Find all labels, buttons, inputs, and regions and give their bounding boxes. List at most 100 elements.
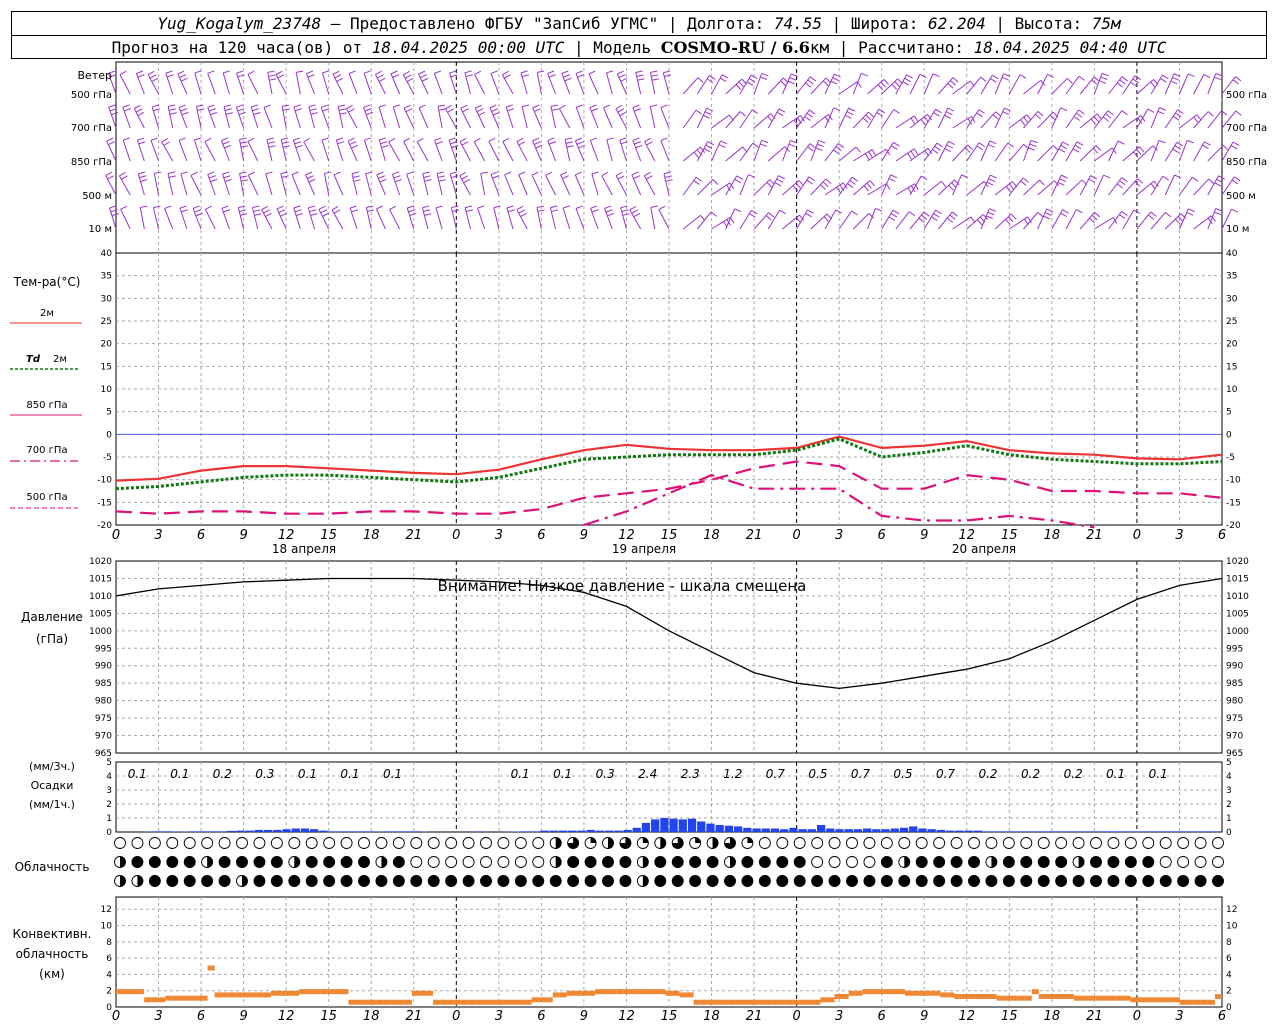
barb-flag (1214, 182, 1222, 187)
barb-staff (923, 108, 937, 129)
barb-staff (460, 108, 471, 129)
barb-flag (835, 146, 842, 152)
barb-staff (1051, 78, 1068, 95)
cloud-outline (828, 837, 841, 849)
barb-flag (816, 143, 824, 148)
barb-staff (133, 108, 145, 129)
wind-barb (547, 137, 557, 162)
barb-flag (910, 117, 916, 125)
barb-flag (978, 142, 986, 148)
cloud-outline (514, 837, 527, 849)
cloud-fill (642, 875, 649, 887)
cloud-outline (514, 856, 527, 868)
wind-barb (267, 70, 277, 95)
cloud-outline (950, 837, 963, 849)
wind-barb (1079, 145, 1102, 162)
precip-bar (383, 831, 392, 832)
wind-barb (682, 77, 704, 95)
wind-barb (603, 104, 613, 129)
barb-flag (591, 108, 599, 112)
cloud-symbol (602, 856, 614, 868)
precip-bar (992, 831, 1001, 832)
barb-flag (224, 178, 232, 183)
convective-bar (355, 999, 363, 1005)
precip-bar (346, 831, 356, 832)
wind-barb (1094, 147, 1117, 162)
convective-bar (644, 989, 652, 995)
barb-flag (465, 74, 473, 78)
cloud-symbol (358, 837, 370, 849)
convective-bar (130, 989, 138, 995)
barb-staff (1093, 110, 1109, 129)
barb-flag (480, 171, 488, 174)
barb-flag (122, 137, 130, 141)
barb-flag (1099, 80, 1107, 84)
barb-flag (576, 104, 584, 108)
convective-bar (623, 989, 631, 995)
wind-barb (938, 77, 959, 95)
precip-3h-amount: 0.7 (766, 767, 785, 781)
barb-flag (207, 70, 215, 74)
barb-flag (493, 205, 501, 209)
barb-staff (1193, 141, 1205, 162)
barb-staff (895, 74, 908, 95)
barb-flag (1214, 211, 1222, 216)
cloud-fill (242, 875, 248, 887)
x-tick-label: 9 (580, 528, 588, 543)
barb-flag (1153, 180, 1159, 187)
barb-flag (1147, 108, 1155, 113)
barb-staff (1150, 107, 1160, 129)
precip-bar (1204, 831, 1213, 832)
wind-barb (335, 137, 345, 162)
precip-bar (816, 825, 826, 832)
cloud-fill (1003, 856, 1015, 868)
cloud-symbol (323, 875, 336, 887)
barb-flag (807, 79, 814, 85)
cloud-symbols (114, 837, 1224, 887)
barb-flag (1119, 180, 1126, 186)
wind-barb (660, 137, 670, 162)
x-tick-label: 12 (278, 528, 295, 543)
wind-barb (796, 176, 816, 196)
convective-bar (947, 992, 955, 998)
barb-flag (106, 137, 114, 142)
barb-flag (948, 140, 955, 145)
barb-flag (875, 208, 883, 212)
wind-barb (824, 209, 843, 230)
barb-staff (153, 173, 160, 196)
barb-flag (138, 171, 146, 175)
barb-flag (238, 111, 246, 116)
barb-staff (1193, 111, 1209, 129)
barb-flag (531, 171, 539, 176)
barb-flag (403, 70, 410, 76)
barb-flag (893, 109, 900, 114)
barb-flag (644, 137, 651, 142)
barb-flag (418, 70, 426, 75)
barb-flag (204, 137, 212, 143)
barb-staff (966, 214, 984, 230)
cloud-symbol (480, 837, 492, 849)
barb-flag (438, 108, 446, 111)
x-tick-label: 15 (1001, 528, 1018, 543)
wind-barb (796, 109, 816, 129)
cloud-symbol (584, 875, 597, 887)
cloud-symbol (619, 837, 632, 849)
x-tick-label: 15 (661, 528, 678, 543)
barb-staff (682, 176, 697, 196)
cloud-symbol (758, 875, 771, 887)
wind-barb (725, 111, 746, 129)
barb-flag (149, 74, 157, 79)
precip-bar (798, 829, 807, 832)
cloud-outline (846, 837, 858, 849)
wind-barb (207, 171, 218, 196)
barb-flag (474, 70, 482, 75)
convective-bar (292, 990, 300, 996)
precip-3h-amount: 0.3 (596, 767, 615, 781)
barb-flag (606, 70, 614, 74)
wind-barb (250, 104, 261, 129)
cloud-fill (695, 837, 701, 843)
cloud-symbol (392, 837, 405, 849)
barb-flag (976, 145, 983, 151)
barb-staff (923, 180, 942, 196)
precip-3h-amount: 2.4 (638, 767, 657, 781)
